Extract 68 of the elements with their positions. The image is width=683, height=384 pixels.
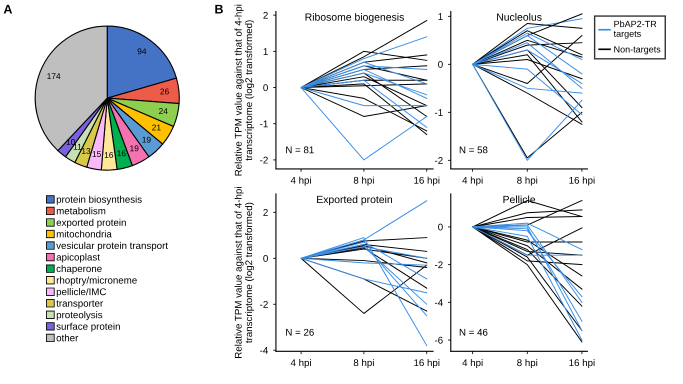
legend-label: protein biosynthesis	[56, 196, 142, 205]
legend-label: chaperone	[56, 264, 102, 274]
chart-title: Ribosome biogenesis	[306, 13, 404, 23]
data-label: 26	[160, 88, 169, 94]
legend-label: other	[56, 334, 78, 342]
annotation: N = 81	[286, 146, 314, 154]
chart-title: Pellicle	[503, 195, 536, 204]
data-label: 13	[82, 148, 90, 154]
legend-label: Non-targets	[614, 46, 660, 54]
y-tick-label: 0	[263, 84, 268, 92]
y-tick-label: 1	[264, 48, 268, 55]
annotation: N = 26	[286, 328, 314, 336]
x-tick-label: 16 hpi	[569, 359, 595, 368]
y-tick-label: -2	[260, 300, 268, 308]
x-tick-label: 4 hpi	[290, 176, 311, 186]
data-label: 19	[130, 145, 138, 152]
x-tick-label: 4 hpi	[290, 359, 311, 368]
y-tick-label: 1	[438, 13, 443, 20]
y-axis-title: Relative TPM value against that of 4-hpi transcriptome (log2 transformed)	[234, 187, 254, 358]
chart-title: Exported protein	[317, 195, 392, 206]
y-tick-label: 2	[263, 12, 268, 19]
legend-label: transporter	[56, 300, 104, 309]
y-tick-label: 0	[438, 61, 443, 68]
data-label: 16	[117, 150, 126, 156]
legend-label: mitochondria	[56, 230, 112, 238]
legend-label: surface protein	[56, 322, 120, 332]
y-tick-label: -6	[434, 336, 443, 344]
data-label: 24	[158, 108, 168, 114]
data-label: 174	[47, 73, 60, 80]
legend-label: exported protein	[56, 218, 126, 228]
legend-label: pellicle/IMC	[56, 288, 106, 298]
y-tick-label: -2	[434, 261, 443, 268]
x-tick-label: 16 hpi	[569, 176, 595, 186]
y-tick-label: -2	[434, 157, 443, 164]
data-label: 21	[152, 124, 161, 130]
text: A	[4, 4, 12, 14]
legend-label: apicoplast	[56, 253, 100, 262]
x-tick-label: 8 hpi	[517, 359, 538, 368]
x-tick-label: 4 hpi	[462, 359, 483, 368]
y-axis-title: Relative TPM value against that of 4-hpi transcriptome (log2 transformed)	[234, 4, 254, 176]
x-tick-label: 8 hpi	[354, 359, 374, 368]
annotation: N = 46	[460, 328, 488, 336]
y-tick-label: -4	[260, 347, 268, 354]
y-tick-label: 2	[263, 209, 268, 216]
y-tick-label: -1	[434, 109, 443, 116]
data-label: 11	[74, 144, 82, 150]
legend-label: metabolism	[56, 207, 106, 214]
x-tick-label: 8 hpi	[354, 176, 374, 186]
x-tick-label: 16 hpi	[414, 176, 440, 186]
data-label: 16	[104, 152, 114, 158]
y-tick-label: -2	[260, 156, 268, 164]
x-tick-label: 16 hpi	[414, 359, 440, 368]
annotation: N = 58	[460, 146, 488, 154]
chart-title: Nucleolus	[497, 13, 542, 21]
y-tick-label: 0	[438, 224, 443, 231]
data-label: 94	[138, 48, 146, 54]
text: B	[215, 4, 223, 14]
x-tick-label: 4 hpi	[462, 176, 483, 186]
data-label: 19	[142, 136, 151, 143]
y-tick-label: -4	[434, 299, 443, 306]
legend-label: proteolysis	[56, 311, 102, 320]
data-label: 15	[92, 151, 101, 157]
y-tick-label: 0	[263, 255, 268, 262]
x-tick-label: 8 hpi	[517, 176, 538, 186]
legend-label: PbAP2-TR targets	[614, 20, 656, 39]
y-tick-label: -1	[260, 120, 268, 128]
legend-label: rhoptry/microneme	[56, 276, 137, 286]
legend-label: vesicular protein transport	[56, 242, 168, 251]
